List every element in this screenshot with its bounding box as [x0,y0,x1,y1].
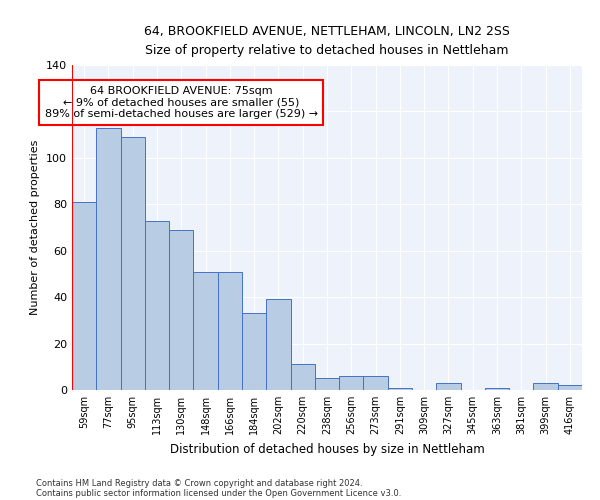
Text: 64 BROOKFIELD AVENUE: 75sqm
← 9% of detached houses are smaller (55)
89% of semi: 64 BROOKFIELD AVENUE: 75sqm ← 9% of deta… [45,86,318,119]
Bar [339,376,364,390]
Y-axis label: Number of detached properties: Number of detached properties [31,140,40,315]
Bar [290,364,315,390]
Bar [558,386,582,390]
Bar [169,230,193,390]
Bar [145,220,169,390]
Bar [436,383,461,390]
Bar [364,376,388,390]
Bar [96,128,121,390]
Bar [121,137,145,390]
Bar [242,314,266,390]
Bar [533,383,558,390]
Bar [388,388,412,390]
Bar [315,378,339,390]
X-axis label: Distribution of detached houses by size in Nettleham: Distribution of detached houses by size … [170,442,484,456]
Bar [266,300,290,390]
Text: Contains HM Land Registry data © Crown copyright and database right 2024.: Contains HM Land Registry data © Crown c… [36,478,362,488]
Bar [485,388,509,390]
Text: Contains public sector information licensed under the Open Government Licence v3: Contains public sector information licen… [36,488,401,498]
Title: 64, BROOKFIELD AVENUE, NETTLEHAM, LINCOLN, LN2 2SS
Size of property relative to : 64, BROOKFIELD AVENUE, NETTLEHAM, LINCOL… [144,25,510,57]
Bar [193,272,218,390]
Bar [72,202,96,390]
Bar [218,272,242,390]
